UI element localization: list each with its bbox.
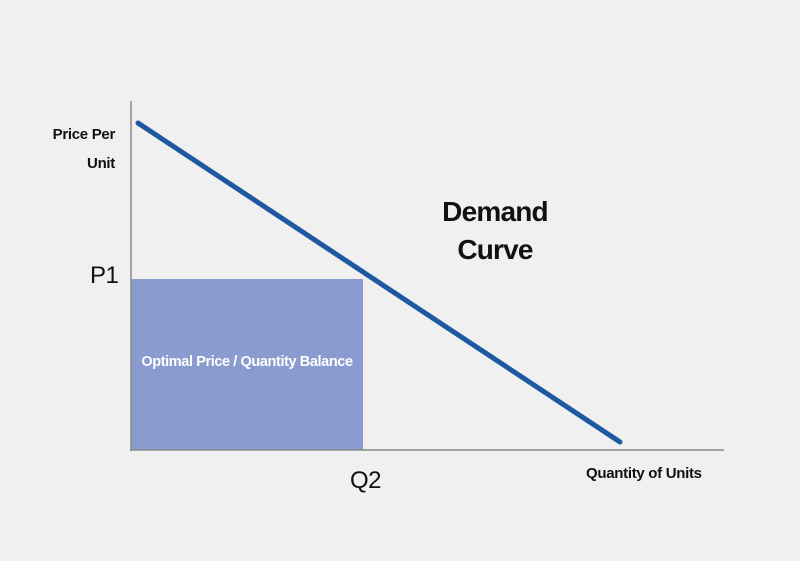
y-axis-label-line1: Price Per [52, 126, 116, 143]
price-tick-label: P1 [90, 262, 119, 289]
x-axis-label: Quantity of Units [586, 465, 702, 482]
optimal-region [131, 279, 363, 450]
region-label: Optimal Price / Quantity Balance [141, 354, 353, 370]
curve-label-line2: Curve [457, 234, 533, 265]
y-axis-label: Price Per Unit [25, 120, 116, 178]
demand-curve-label: Demand Curve [430, 193, 560, 269]
y-axis-label-line2: Unit [87, 155, 115, 172]
demand-curve-line [135, 120, 623, 445]
quantity-tick-label: Q2 [350, 467, 382, 494]
curve-label-line1: Demand [442, 196, 548, 227]
